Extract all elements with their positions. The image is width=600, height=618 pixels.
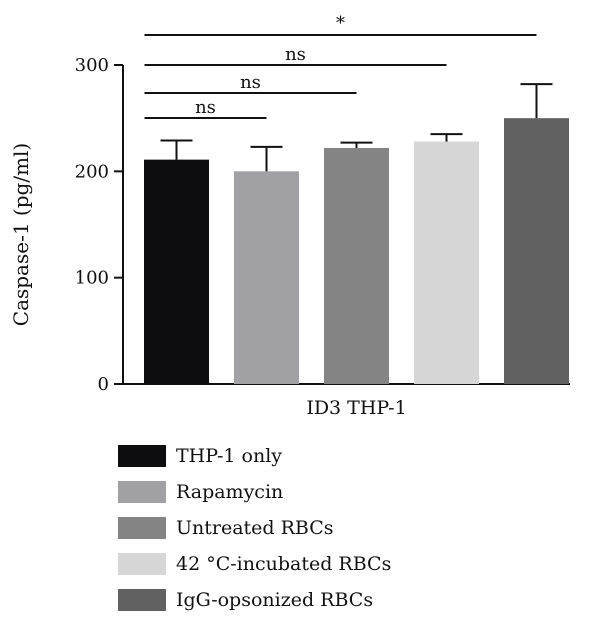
x-axis-category-label: ID3 THP-1: [306, 397, 406, 419]
bar: [144, 159, 209, 384]
legend-label: Untreated RBCs: [176, 517, 334, 539]
bar: [234, 171, 299, 384]
legend-swatch: [118, 481, 166, 503]
y-tick-label: 200: [75, 161, 109, 182]
legend-label: THP-1 only: [176, 445, 283, 467]
legend-swatch: [118, 553, 166, 575]
bars: [144, 83, 569, 385]
bar: [324, 147, 389, 384]
significance-label: ns: [195, 97, 216, 118]
y-tick-label: 300: [75, 55, 109, 76]
bar: [504, 118, 569, 385]
legend: THP-1 only Rapamycin Untreated RBCs 42 °C-i…: [118, 438, 391, 618]
legend-label: Rapamycin: [176, 481, 284, 503]
y-tick-label: 0: [98, 374, 109, 395]
legend-label: 42 °C-incubated RBCs: [176, 553, 392, 575]
legend-item: IgG-opsonized RBCs: [118, 582, 391, 618]
significance-label: ns: [240, 72, 261, 93]
legend-item: Untreated RBCs: [118, 510, 391, 546]
legend-swatch: [118, 517, 166, 539]
legend-item: THP-1 only: [118, 438, 391, 474]
legend-item: Rapamycin: [118, 474, 391, 510]
bar: [414, 141, 479, 384]
bar-chart: 0 100 200 300 ns ns ns * Caspase-1 (pg/ml) ID3…: [9, 13, 570, 419]
significance-label: ns: [285, 44, 306, 65]
legend-swatch: [118, 445, 166, 467]
significance-brackets: ns ns ns *: [144, 13, 537, 119]
y-axis-label: Caspase-1 (pg/ml): [9, 143, 33, 326]
y-tick-label: 100: [75, 268, 109, 289]
significance-label: *: [336, 13, 345, 34]
legend-item: 42 °C-incubated RBCs: [118, 546, 391, 582]
legend-label: IgG-opsonized RBCs: [176, 589, 374, 611]
legend-swatch: [118, 589, 166, 611]
